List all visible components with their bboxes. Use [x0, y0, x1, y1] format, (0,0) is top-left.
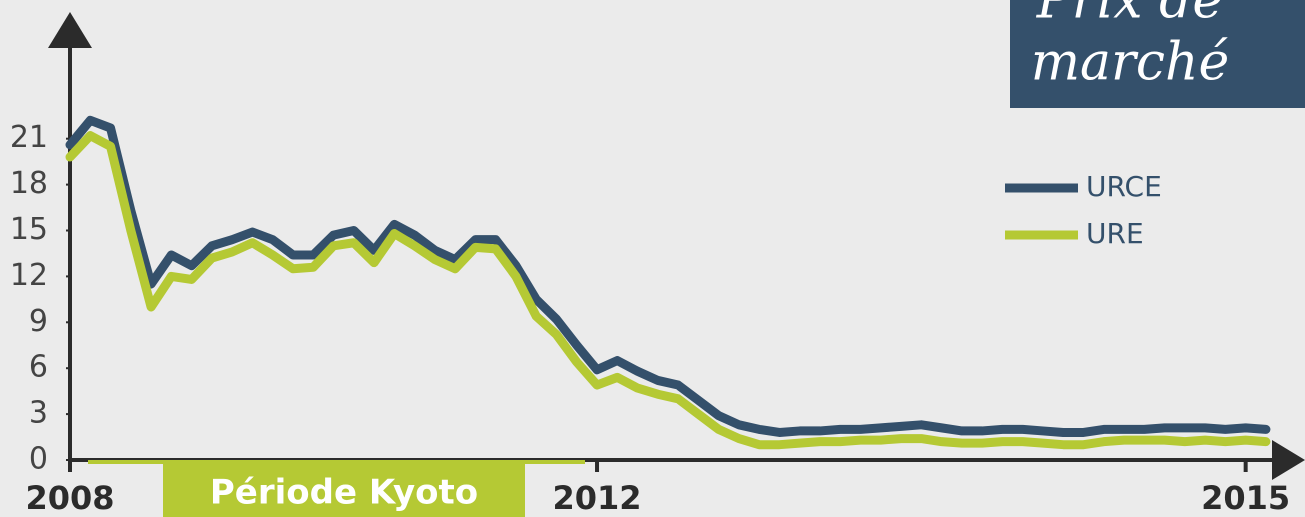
x-axis-arrow: [1272, 440, 1305, 480]
annotation-box: [163, 463, 525, 517]
y-tick-label: 3: [29, 396, 48, 431]
line-series: [65, 131, 1271, 450]
title-box: [1010, 0, 1305, 108]
x-tick-label: 2008: [25, 479, 114, 517]
legend-label: URCE: [1086, 170, 1162, 203]
y-tick-label: 6: [29, 350, 48, 385]
y-tick-label: 15: [10, 212, 48, 247]
y-axis-arrow: [48, 12, 92, 48]
y-tick-label: 21: [10, 120, 48, 155]
x-tick-label: 2015: [1201, 479, 1290, 517]
annotation: Période Kyoto: [210, 473, 478, 513]
y-tick-label: 18: [10, 166, 48, 201]
y-tick-label: 0: [29, 442, 48, 477]
line-series: [65, 115, 1271, 437]
y-tick-label: 12: [10, 258, 48, 293]
legend-label: URE: [1086, 217, 1144, 250]
x-tick-label: 2012: [552, 479, 641, 517]
y-tick-label: 9: [29, 304, 48, 339]
chart-title: marché: [1031, 33, 1230, 93]
chart-title: Prix de: [1036, 0, 1223, 31]
